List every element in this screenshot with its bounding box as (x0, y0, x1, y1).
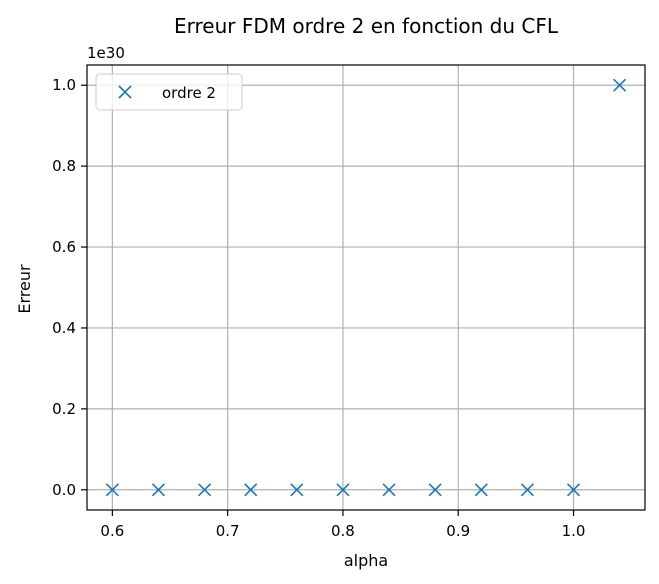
x-tick-label: 0.9 (446, 522, 470, 540)
x-tick-label: 0.6 (100, 522, 124, 540)
y-axis-offset-text: 1e30 (87, 44, 125, 62)
data-points (105, 78, 627, 497)
y-tick-label: 0.4 (52, 319, 76, 337)
y-axis-ticks: 0.0 0.2 0.4 0.6 0.8 1.0 (52, 76, 87, 499)
data-point (566, 483, 581, 497)
y-tick-label: 0.6 (52, 238, 76, 256)
plot-area-frame (86, 64, 646, 511)
x-tick-label: 0.7 (216, 522, 240, 540)
legend-marker-symbol (118, 85, 132, 99)
legend-label-ordre-2: ordre 2 (162, 84, 216, 102)
y-tick-label: 0.2 (52, 400, 76, 418)
x-tick-label: 0.8 (331, 522, 355, 540)
data-point (382, 483, 396, 497)
grid (87, 65, 645, 510)
data-point (290, 483, 304, 497)
y-tick-label: 0.8 (52, 157, 76, 175)
data-point (474, 483, 488, 497)
y-axis-label: Erreur (15, 264, 34, 314)
data-point (336, 483, 350, 497)
x-axis-label: alpha (344, 551, 388, 570)
data-point (520, 483, 534, 497)
data-point (151, 483, 166, 497)
legend-box (95, 73, 243, 111)
data-point (198, 483, 212, 497)
legend-marker-x (118, 85, 132, 99)
chart-title: Erreur FDM ordre 2 en fonction du CFL (174, 14, 559, 38)
data-point (244, 483, 258, 497)
y-tick-label: 0.0 (52, 481, 76, 499)
legend: ordre 2 (95, 73, 243, 111)
data-point (428, 483, 442, 497)
data-point (613, 78, 627, 92)
x-tick-label: 1.0 (562, 522, 586, 540)
x-axis-ticks: 0.6 0.7 0.8 0.9 1.0 (100, 510, 585, 540)
data-point (105, 483, 119, 497)
y-tick-label: 1.0 (52, 76, 76, 94)
